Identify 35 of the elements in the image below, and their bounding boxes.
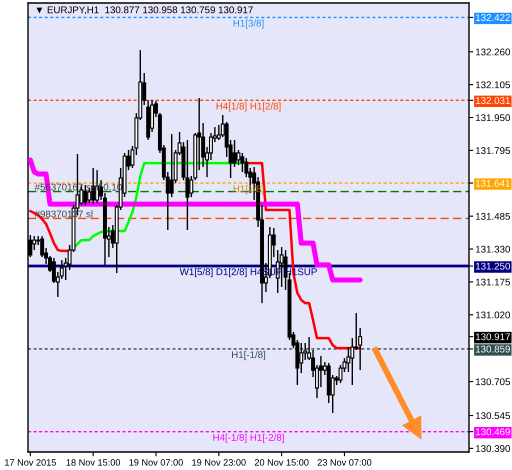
y-tick-label: 131.485 [476, 212, 510, 220]
candlestick [299, 342, 304, 374]
ref-line-label: H4[1/8] H1[2/8] [216, 102, 281, 112]
y-tick-label: 130.917 [476, 333, 510, 340]
y-tick-label: 131.330 [476, 246, 510, 253]
y-tick-label: 130.859 [476, 346, 510, 353]
y-tick-label: 131.950 [476, 114, 510, 122]
y-tick-label: 131.020 [476, 312, 510, 318]
y-tick-label: 132.031 [476, 97, 510, 104]
x-tick-label: 20 Nov 15:00 [254, 459, 309, 466]
candlestick [232, 139, 236, 168]
x-tick-label: 23 Nov 07:00 [318, 459, 372, 466]
chart-title: ▼ EURJPY,H1 130.877 130.958 130.759 130.917 [36, 6, 253, 14]
candlestick [240, 152, 244, 173]
candlestick [170, 133, 174, 198]
y-tick-label: 130.469 [476, 428, 510, 436]
x-tick-label: 18 Nov 15:00 [66, 459, 120, 466]
x-tick-label: 19 Nov 07:00 [129, 459, 183, 466]
x-tick-label: 19 Nov 23:00 [192, 459, 246, 466]
y-tick-label: 132.260 [476, 48, 510, 56]
y-tick-label: 131.795 [476, 147, 510, 154]
ref-line-label: H4[-1/8] H1[-2/8] [213, 434, 284, 443]
y-tick-label: 131.250 [476, 262, 510, 270]
y-tick-label: 132.422 [476, 14, 510, 22]
y-tick-label: 130.545 [476, 412, 510, 420]
y-tick-label: 132.105 [476, 81, 510, 88]
x-tick-label: 17 Nov 2015 [5, 459, 56, 466]
y-tick-label: 130.705 [476, 378, 510, 386]
ref-line-label: H1[-1/8] [232, 351, 266, 360]
y-tick-label: 131.641 [476, 180, 510, 187]
ref-line-label: H1[3/8] [234, 20, 264, 29]
candlestick [83, 184, 88, 206]
candlestick [185, 139, 190, 231]
y-tick-label: 131.175 [476, 278, 510, 286]
y-tick-label: 130.390 [476, 445, 510, 452]
